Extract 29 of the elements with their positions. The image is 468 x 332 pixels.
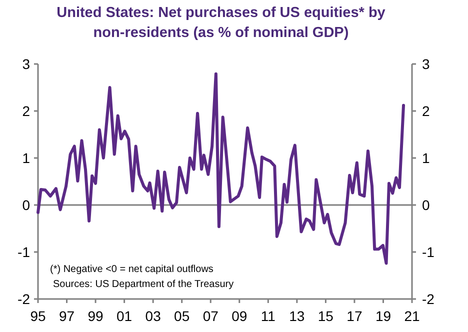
x-tick-label: 17	[346, 308, 362, 324]
x-tick-label: 05	[174, 308, 190, 324]
x-tick-label: 11	[260, 308, 276, 324]
x-tick-label: 09	[232, 308, 248, 324]
annotation: (*) Negative <0 = net capital outflows	[50, 264, 214, 275]
y2-tick-label: -1	[422, 244, 435, 260]
y-tick-label: 0	[22, 197, 30, 213]
y-tick-label: -2	[18, 291, 30, 307]
y-tick-label: 3	[22, 56, 30, 72]
x-tick-label: 19	[375, 308, 392, 324]
x-tick-label: 97	[58, 308, 75, 324]
x-tick-label: 01	[116, 308, 132, 324]
x-tick-label: 99	[88, 308, 104, 324]
annotation: Sources: US Department of the Treasury	[53, 279, 234, 290]
y2-tick-label: 2	[422, 103, 430, 119]
y-tick-label: -1	[18, 244, 30, 260]
y2-tick-label: 0	[422, 197, 430, 213]
x-tick-label: 95	[30, 308, 46, 324]
y-tick-label: 1	[22, 150, 30, 166]
y2-tick-label: 3	[422, 56, 430, 72]
x-tick-label: 13	[289, 308, 305, 324]
x-tick-label: 07	[202, 308, 219, 324]
y2-tick-label: 1	[422, 150, 430, 166]
chart-title: United States: Net purchases of US equities* by non-residents (as % of nominal GDP)	[56, 5, 386, 41]
y-tick-label: 2	[22, 103, 30, 119]
x-tick-label: 21	[404, 308, 420, 324]
x-tick-label: 03	[145, 308, 162, 324]
x-tick-label: 15	[318, 308, 334, 324]
y2-tick-label: -2	[422, 291, 435, 307]
